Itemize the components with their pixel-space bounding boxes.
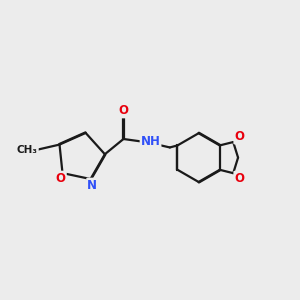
Text: N: N [87, 178, 97, 192]
Text: O: O [234, 130, 244, 143]
Text: O: O [56, 172, 66, 185]
Text: O: O [118, 104, 128, 117]
Text: NH: NH [141, 135, 160, 148]
Text: O: O [234, 172, 244, 185]
Text: CH₃: CH₃ [17, 145, 38, 155]
